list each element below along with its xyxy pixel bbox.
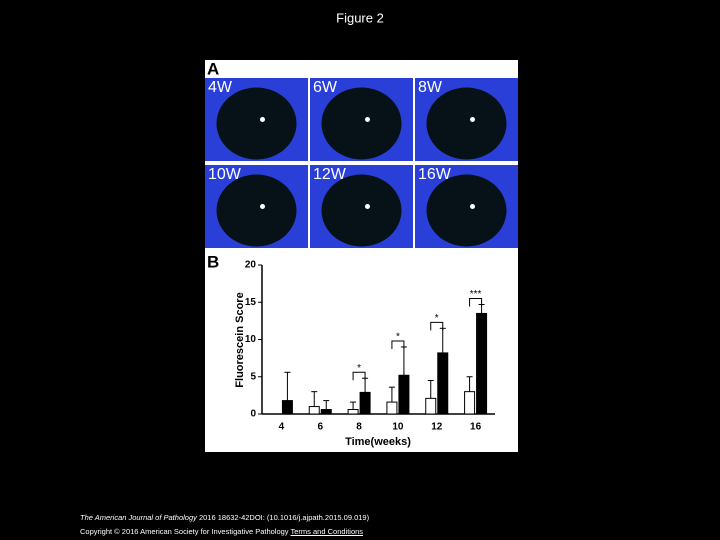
x-tick-label: 4	[279, 422, 285, 433]
y-tick-label: 0	[250, 409, 256, 420]
copyright-text: Copyright © 2016 American Society for In…	[80, 527, 289, 536]
eye-pupil-area	[321, 174, 402, 247]
x-axis-title: Time(weeks)	[345, 436, 411, 448]
bar	[425, 397, 437, 415]
eye-reflection	[470, 204, 475, 209]
y-tick-label: 10	[245, 334, 257, 345]
bar	[386, 401, 398, 415]
significance-bracket	[391, 340, 405, 349]
eye-reflection	[260, 204, 265, 209]
eye-pupil-area	[216, 174, 297, 247]
significance-label: ***	[470, 289, 482, 300]
significance-bracket	[352, 371, 366, 381]
citation: The American Journal of Pathology 2016 1…	[80, 513, 369, 522]
panel-label: A	[207, 59, 219, 78]
y-tick-label: 20	[245, 260, 257, 271]
image-label: 16W	[418, 166, 452, 183]
eye-pupil-area	[426, 174, 507, 247]
bar	[281, 400, 293, 415]
image-label: 4W	[208, 79, 233, 96]
bar	[476, 312, 488, 415]
citation-text: 2016 18632-42DOI: (10.1016/j.ajpath.2015…	[198, 513, 370, 522]
x-tick-label: 8	[356, 422, 362, 433]
x-tick-label: 16	[470, 422, 482, 433]
x-tick-label: 6	[317, 422, 323, 433]
bar	[359, 391, 371, 415]
significance-label: *	[357, 363, 361, 374]
y-tick-label: 15	[245, 297, 257, 308]
significance-bracket	[430, 321, 444, 331]
y-axis-title: Fluorescein Score	[234, 292, 246, 387]
image-label: 10W	[208, 166, 242, 183]
y-tick-label: 5	[250, 371, 256, 382]
eye-reflection	[365, 117, 370, 122]
eye-reflection	[470, 117, 475, 122]
eye-pupil-area	[321, 87, 402, 160]
eye-reflection	[260, 117, 265, 122]
eye-pupil-area	[216, 87, 297, 160]
slide-title: Figure 2	[336, 10, 384, 25]
x-tick-label: 10	[392, 422, 404, 433]
significance-label: *	[435, 313, 439, 324]
journal: The American Journal of Pathology	[80, 513, 197, 522]
bar	[347, 409, 359, 415]
eye-reflection	[365, 204, 370, 209]
bar	[308, 406, 320, 415]
bar	[398, 374, 410, 415]
bar	[464, 391, 476, 415]
image-label: 12W	[313, 166, 347, 183]
panel-label: B	[207, 252, 219, 271]
copyright: Copyright © 2016 American Society for In…	[80, 527, 363, 536]
significance-label: *	[396, 332, 400, 343]
bar	[320, 409, 332, 415]
significance-bracket	[469, 297, 483, 307]
terms-link[interactable]: Terms and Conditions	[290, 527, 364, 536]
bar	[437, 352, 449, 415]
image-label: 6W	[313, 79, 338, 96]
eye-pupil-area	[426, 87, 507, 160]
image-grid: 4W 6W 8W 10W 12W 16W	[205, 78, 518, 248]
x-tick-label: 12	[431, 422, 443, 433]
image-label: 8W	[418, 79, 443, 96]
